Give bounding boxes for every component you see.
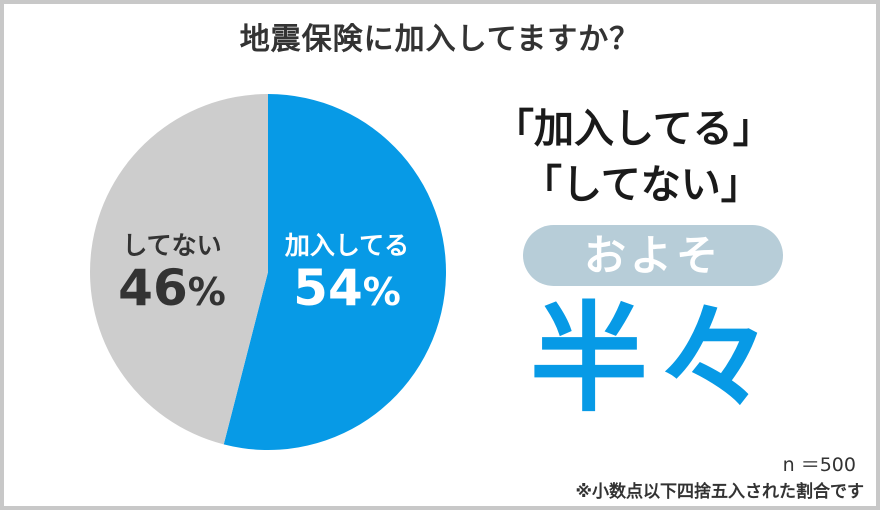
half-and-half-heading: 半々 xyxy=(529,290,782,428)
pie-slice-enrolled xyxy=(223,94,446,450)
slice-label-enrolled: 加入してる 54% xyxy=(262,226,432,315)
callout-line-enrolled: 「加入してる」 xyxy=(494,106,773,152)
pie-slice-not-enrolled xyxy=(89,94,268,445)
rounding-note: ※小数点以下四捨五入された割合です xyxy=(575,482,864,502)
chart-title: 地震保険に加入してますか？ xyxy=(239,22,641,57)
slice-category-enrolled: 加入してる xyxy=(284,231,410,260)
slice-label-not-enrolled: してない 46% xyxy=(92,226,252,315)
approximately-pill: およそ xyxy=(523,225,783,286)
sample-size: n ＝500 xyxy=(782,454,856,476)
slice-value-not-enrolled: 46% xyxy=(118,259,226,317)
slice-value-enrolled: 54% xyxy=(293,259,401,317)
callout-line-not-enrolled: 「してない」 xyxy=(522,162,761,208)
slice-category-not-enrolled: してない xyxy=(122,231,222,260)
